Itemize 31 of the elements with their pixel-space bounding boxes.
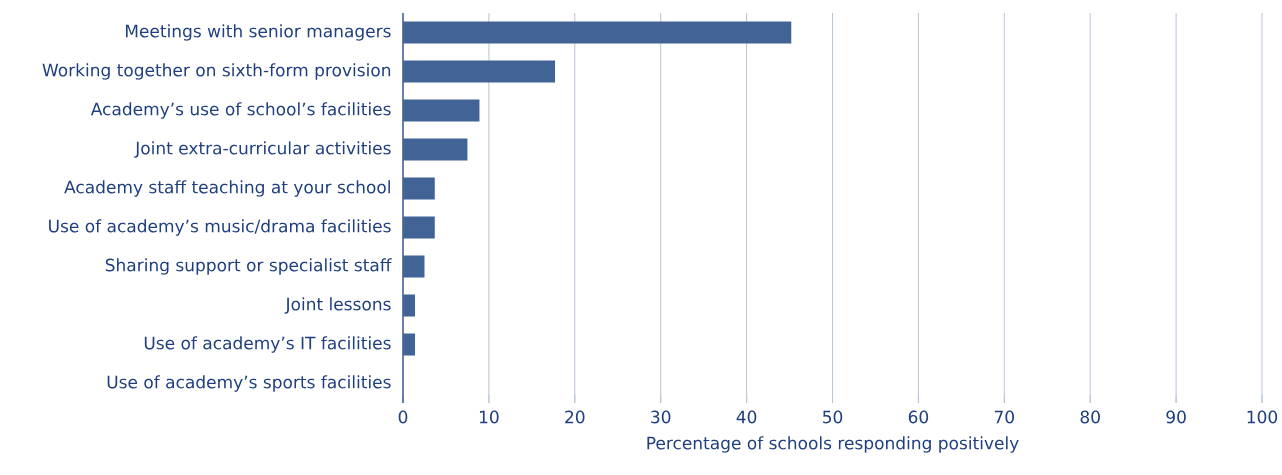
- bar: [403, 21, 792, 44]
- bar: [403, 216, 435, 239]
- bar: [403, 138, 468, 161]
- x-tick-label: 0: [398, 410, 408, 424]
- x-tick-label: 10: [479, 410, 499, 424]
- x-tick-label: 40: [736, 410, 757, 424]
- x-tick-label: 20: [565, 410, 585, 424]
- y-tick-label: Use of academy’s music/drama facilities: [49, 219, 391, 236]
- x-tick-label: 50: [823, 410, 843, 424]
- x-tick-label: 80: [1080, 410, 1100, 424]
- y-tick-label: Use of academy’s sports facilities: [107, 375, 391, 392]
- y-tick-label: Joint extra-curricular activities: [134, 141, 391, 158]
- bar: [403, 333, 416, 356]
- bar: [403, 99, 480, 122]
- x-tick-label: 100: [1247, 410, 1278, 424]
- x-tick-label: 60: [908, 410, 929, 424]
- y-tick-label: Use of academy’s IT facilities: [144, 336, 391, 353]
- bar: [403, 294, 416, 317]
- y-tick-label: Academy staff teaching at your school: [64, 180, 390, 197]
- y-tick-label: Meetings with senior managers: [125, 24, 391, 41]
- bar: [403, 255, 425, 278]
- bar: [403, 177, 435, 200]
- x-tick-label: 90: [1166, 410, 1186, 424]
- y-tick-label: Joint lessons: [284, 297, 391, 314]
- x-tick-label: 70: [994, 410, 1014, 424]
- y-tick-label: Sharing support or specialist staff: [105, 258, 392, 275]
- x-axis-title: Percentage of schools responding positively: [647, 436, 1019, 453]
- y-tick-label: Working together on sixth-form provision: [42, 63, 391, 80]
- y-tick-label: Academy’s use of school’s facilities: [90, 102, 391, 119]
- bar: [403, 60, 556, 83]
- x-tick-label: 30: [651, 410, 671, 424]
